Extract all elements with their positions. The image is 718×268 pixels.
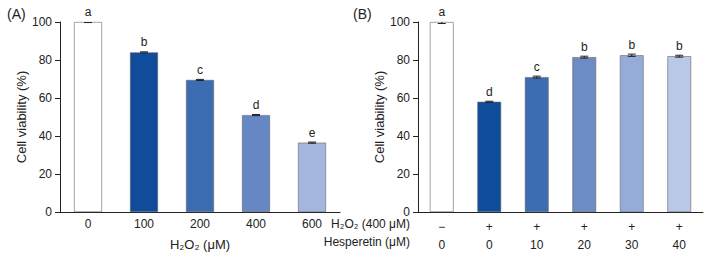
svg-text:(B): (B) bbox=[353, 6, 372, 22]
svg-text:100: 100 bbox=[32, 15, 52, 29]
svg-text:80: 80 bbox=[397, 53, 411, 67]
svg-text:10: 10 bbox=[530, 238, 544, 252]
svg-text:+: + bbox=[486, 220, 493, 234]
svg-text:0: 0 bbox=[403, 205, 410, 219]
svg-text:b: b bbox=[141, 35, 148, 49]
svg-text:100: 100 bbox=[390, 15, 410, 29]
svg-text:+: + bbox=[533, 220, 540, 234]
svg-text:e: e bbox=[309, 126, 316, 140]
svg-text:20: 20 bbox=[397, 167, 411, 181]
svg-text:0: 0 bbox=[45, 205, 52, 219]
svg-text:Cell viability (%): Cell viability (%) bbox=[372, 71, 387, 163]
svg-text:b: b bbox=[581, 40, 588, 54]
svg-text:200: 200 bbox=[190, 217, 210, 231]
svg-text:60: 60 bbox=[39, 91, 53, 105]
svg-text:−: − bbox=[438, 220, 445, 234]
svg-text:b: b bbox=[676, 39, 683, 53]
svg-text:20: 20 bbox=[578, 238, 592, 252]
svg-text:600: 600 bbox=[302, 217, 322, 231]
svg-text:d: d bbox=[253, 98, 260, 112]
svg-text:c: c bbox=[534, 60, 540, 74]
svg-text:100: 100 bbox=[134, 217, 154, 231]
svg-text:a: a bbox=[85, 5, 92, 19]
svg-text:0: 0 bbox=[85, 217, 92, 231]
svg-text:400: 400 bbox=[246, 217, 266, 231]
svg-text:40: 40 bbox=[397, 129, 411, 143]
svg-text:30: 30 bbox=[625, 238, 639, 252]
svg-text:0: 0 bbox=[486, 238, 493, 252]
svg-text:c: c bbox=[197, 63, 203, 77]
svg-text:20: 20 bbox=[39, 167, 53, 181]
svg-text:+: + bbox=[676, 220, 683, 234]
svg-text:b: b bbox=[628, 38, 635, 52]
svg-text:H₂O₂ (μM): H₂O₂ (μM) bbox=[170, 237, 230, 252]
svg-text:a: a bbox=[438, 5, 445, 19]
svg-text:d: d bbox=[486, 85, 493, 99]
svg-text:(A): (A) bbox=[7, 6, 26, 22]
svg-text:80: 80 bbox=[39, 53, 53, 67]
svg-text:60: 60 bbox=[397, 91, 411, 105]
svg-text:40: 40 bbox=[39, 129, 53, 143]
svg-text:+: + bbox=[628, 220, 635, 234]
svg-text:0: 0 bbox=[438, 238, 445, 252]
svg-text:40: 40 bbox=[673, 238, 687, 252]
svg-text:Cell viability (%): Cell viability (%) bbox=[14, 71, 29, 163]
svg-text:Hesperetin (μM): Hesperetin (μM) bbox=[324, 235, 410, 249]
svg-text:+: + bbox=[581, 220, 588, 234]
svg-text:H₂O₂ (400 μM): H₂O₂ (400 μM) bbox=[331, 217, 410, 231]
